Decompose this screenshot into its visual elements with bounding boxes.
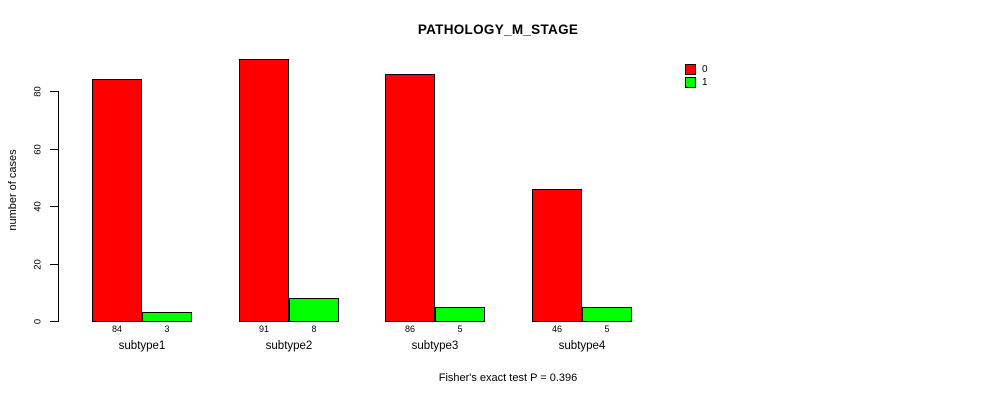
y-tick-label: 80 bbox=[32, 86, 44, 97]
legend-item-1: 1 bbox=[685, 77, 708, 88]
y-tick-label: 0 bbox=[32, 318, 44, 325]
bar-subtype4-series-1 bbox=[582, 307, 632, 322]
legend-label: 1 bbox=[702, 77, 708, 88]
x-category-label: subtype4 bbox=[558, 340, 606, 352]
y-tick-label: 60 bbox=[32, 144, 44, 155]
x-category-label: subtype2 bbox=[265, 340, 313, 352]
bar-subtype2-series-1 bbox=[289, 298, 339, 322]
legend-label: 0 bbox=[702, 64, 708, 75]
bar-subtype3-series-0 bbox=[385, 74, 435, 322]
y-tick bbox=[50, 206, 58, 207]
chart-title: PATHOLOGY_M_STAGE bbox=[417, 22, 579, 37]
y-tick bbox=[50, 149, 58, 150]
x-category-label: subtype3 bbox=[411, 340, 459, 352]
bar-value-label: 5 bbox=[457, 324, 463, 334]
bar-value-label: 86 bbox=[404, 324, 415, 334]
bar-value-label: 84 bbox=[111, 324, 122, 334]
bar-subtype1-series-0 bbox=[92, 79, 142, 322]
bar-value-label: 46 bbox=[551, 324, 562, 334]
legend-swatch-icon bbox=[685, 64, 696, 75]
x-category-label: subtype1 bbox=[118, 340, 166, 352]
y-tick bbox=[50, 91, 58, 92]
bar-subtype2-series-0 bbox=[239, 59, 289, 322]
y-tick-label: 40 bbox=[32, 201, 44, 212]
y-tick bbox=[50, 264, 58, 265]
bar-value-label: 5 bbox=[604, 324, 610, 334]
y-axis-title: number of cases bbox=[7, 149, 19, 231]
bar-subtype4-series-0 bbox=[532, 189, 582, 322]
bar-subtype3-series-1 bbox=[435, 307, 485, 322]
bar-value-label: 8 bbox=[311, 324, 317, 334]
y-tick bbox=[50, 321, 58, 322]
bar-value-label: 3 bbox=[164, 324, 170, 334]
bar-value-label: 91 bbox=[258, 324, 269, 334]
y-axis-line bbox=[58, 91, 59, 322]
y-tick-label: 20 bbox=[32, 259, 44, 270]
footer-stat-text: Fisher's exact test P = 0.396 bbox=[438, 372, 578, 384]
bar-subtype1-series-1 bbox=[142, 312, 192, 322]
legend-swatch-icon bbox=[685, 77, 696, 88]
legend-item-0: 0 bbox=[685, 64, 708, 75]
